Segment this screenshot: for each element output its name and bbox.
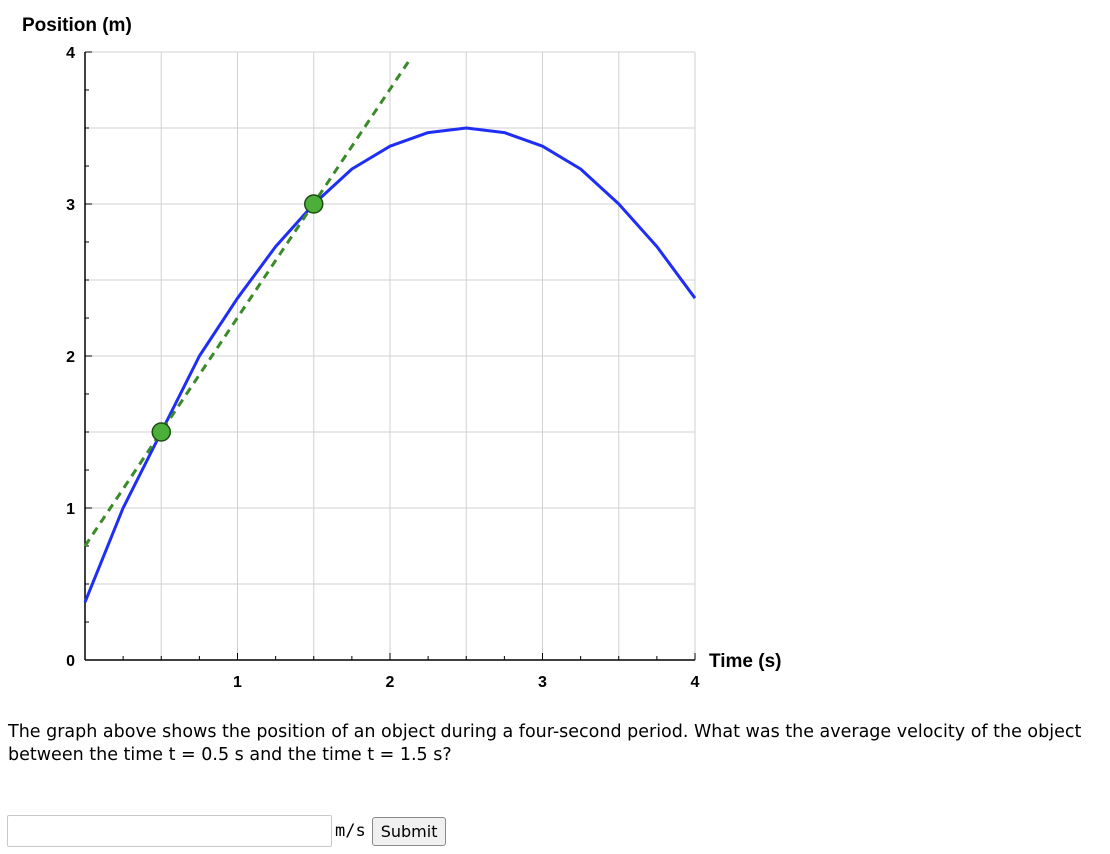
x-tick-label: 4 — [691, 674, 700, 691]
y-tick-label: 2 — [66, 349, 75, 366]
chart-series — [83, 58, 697, 603]
y-tick-label: 3 — [66, 197, 75, 214]
chart-grid — [85, 51, 696, 660]
chart-ticks: 1 2 3 4 0 1 2 3 4 — [66, 45, 699, 691]
chart-points — [151, 194, 324, 442]
x-tick-label: 2 — [386, 674, 395, 691]
data-point — [151, 422, 171, 442]
x-tick-label: 3 — [538, 674, 547, 691]
answer-input[interactable] — [7, 815, 332, 847]
x-axis-title: Time (s) — [709, 651, 782, 672]
submit-button[interactable]: Submit — [371, 816, 447, 846]
y-tick-label: 0 — [66, 653, 75, 670]
data-point — [304, 194, 324, 214]
position-time-chart: 1 2 3 4 0 1 2 3 4 Position (m) Time (s) — [22, 15, 782, 691]
unit-label: m/s — [335, 821, 366, 841]
answer-row: m/s Submit — [7, 812, 447, 850]
y-tick-label: 4 — [66, 45, 75, 62]
question-text: The graph above shows the position of an… — [8, 722, 1082, 765]
y-axis-title: Position (m) — [22, 15, 132, 36]
x-tick-label: 1 — [233, 674, 242, 691]
position-curve — [83, 126, 697, 603]
secant-line — [83, 58, 412, 547]
y-tick-label: 1 — [66, 501, 75, 518]
